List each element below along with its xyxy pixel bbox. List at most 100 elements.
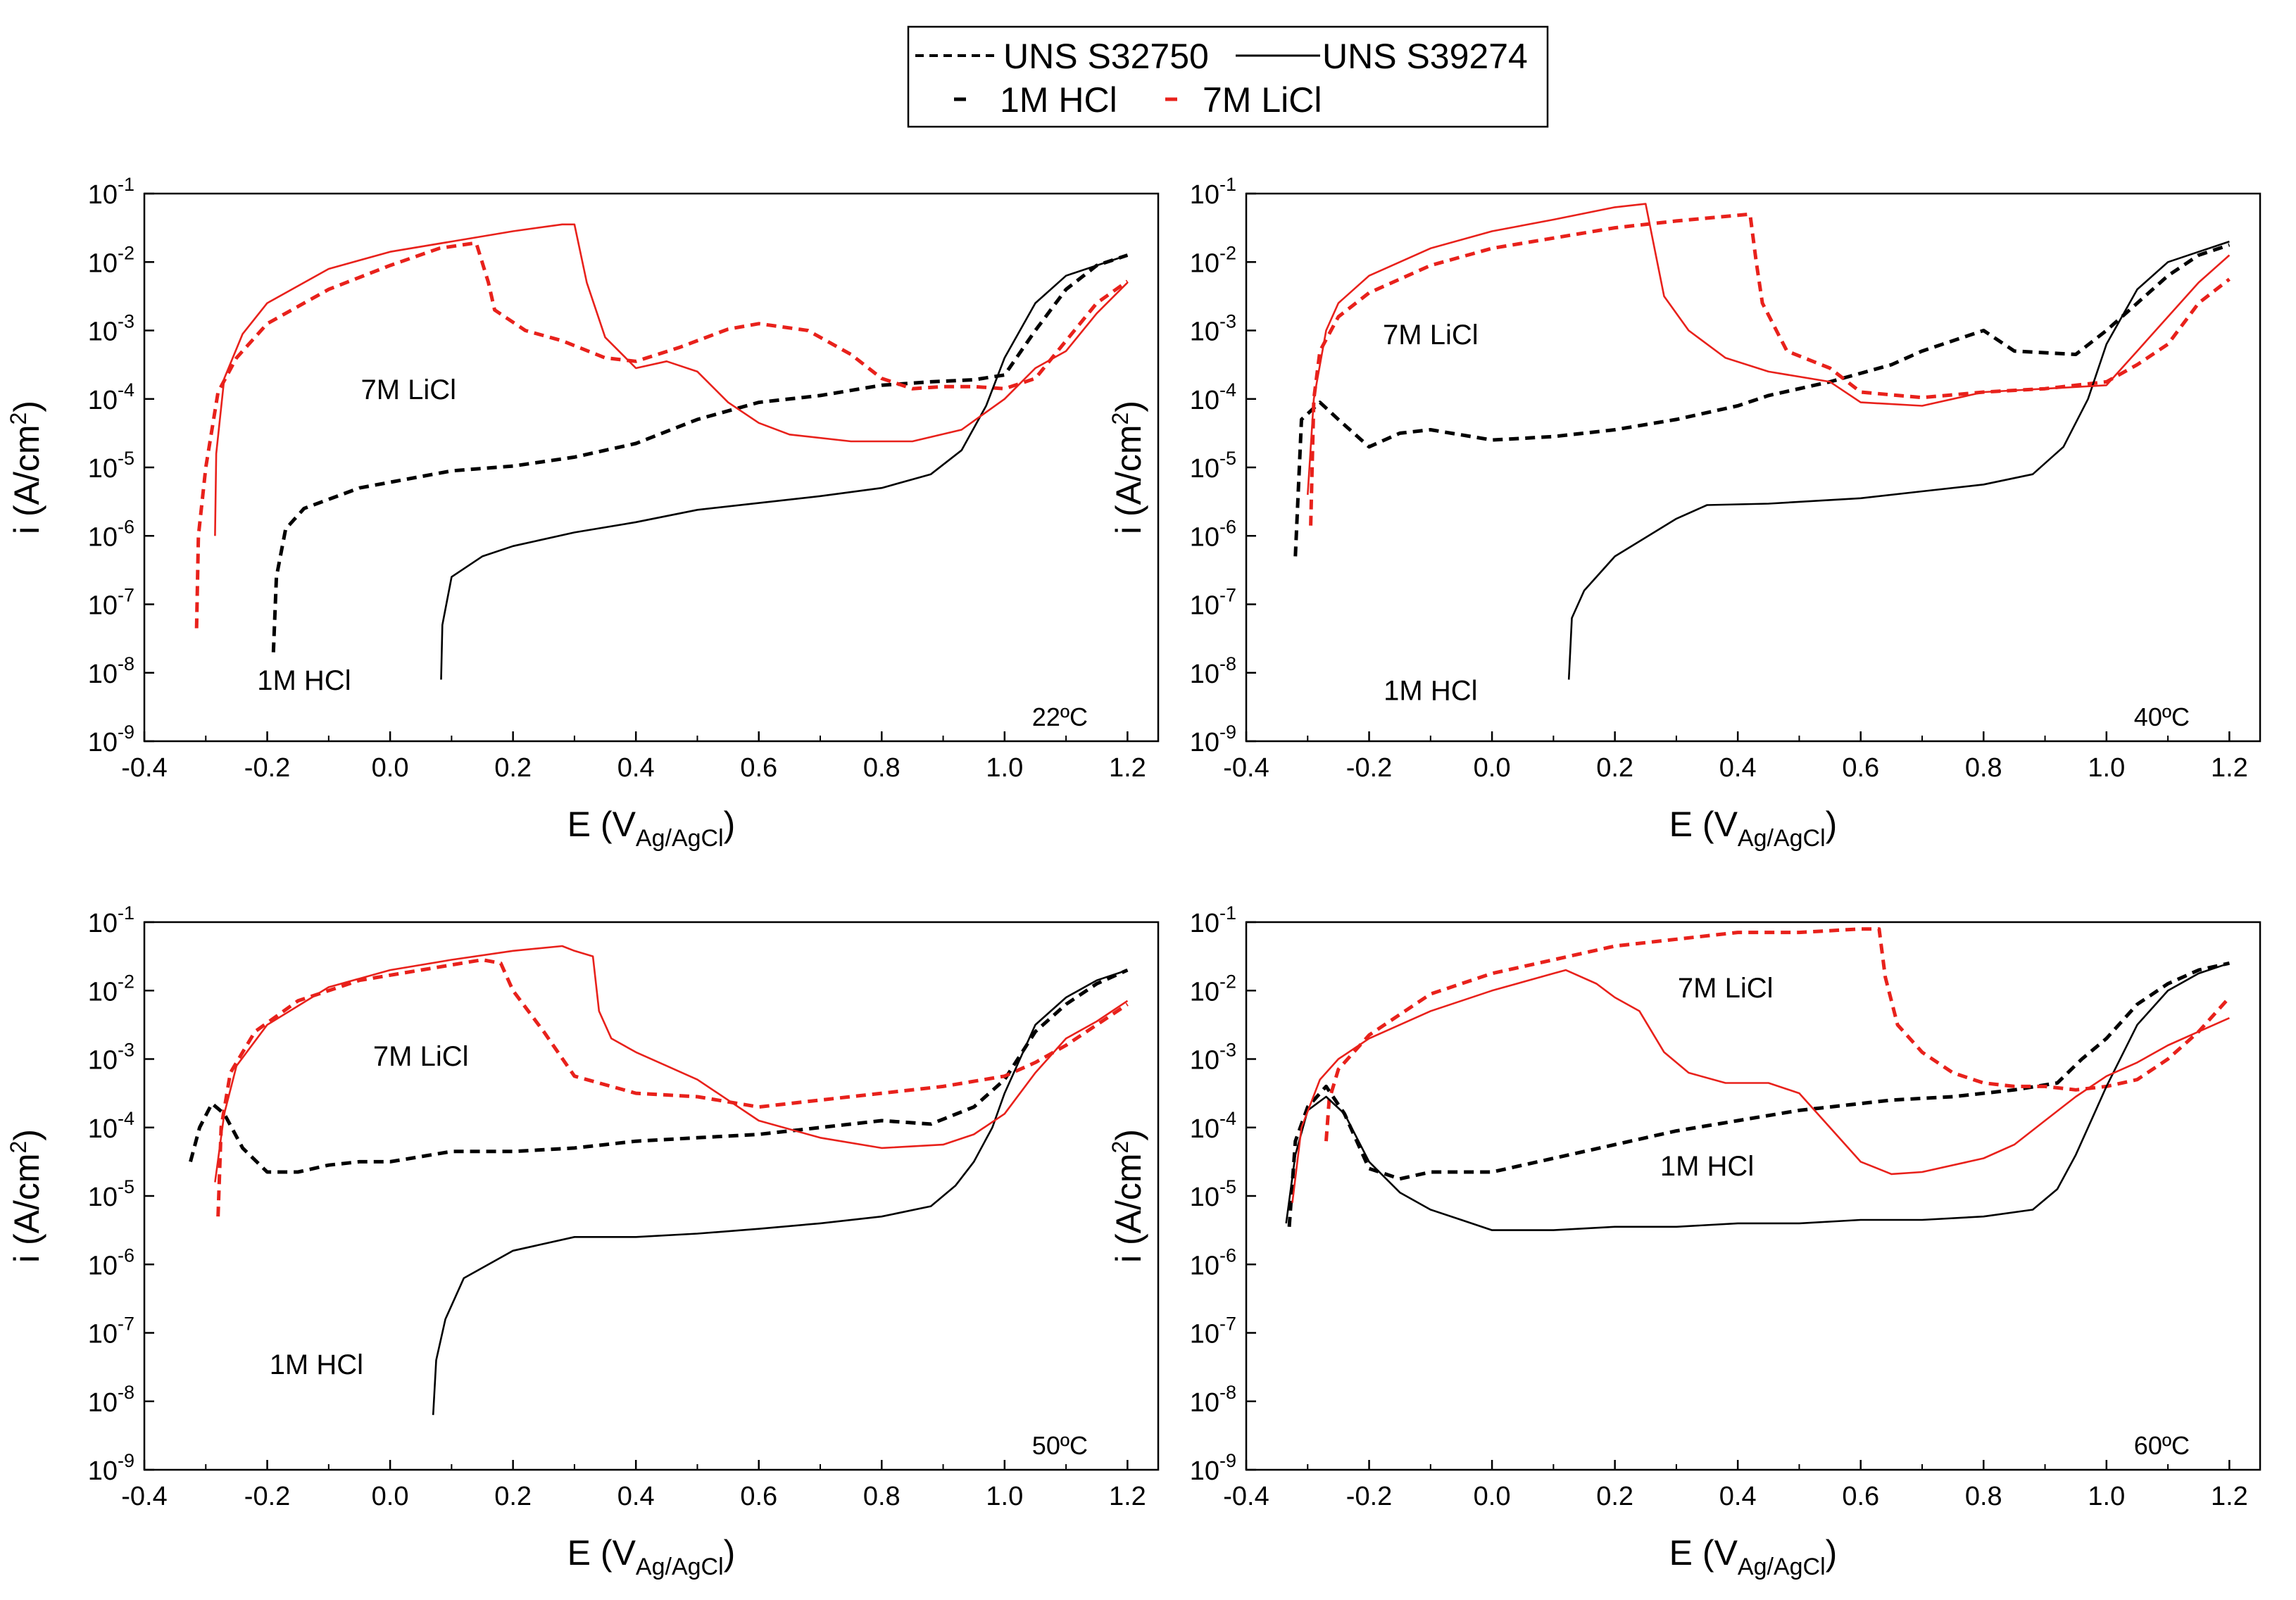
x-tick-label: -0.2 [244,1482,290,1511]
y-axis-title-main: i (A/cm [7,424,46,534]
temperature-label: 40ºC [2134,703,2190,731]
legend-frame [907,25,1549,128]
y-tick-exponent: -1 [1219,902,1236,924]
y-tick-label: 10-6 [1190,1245,1236,1280]
y-tick-exponent: -8 [1219,1382,1236,1403]
y-tick-label: 10-2 [1190,242,1236,278]
y-tick-base: 10 [1190,728,1219,757]
x-tick-label: 0.0 [1474,1482,1511,1511]
y-tick-base: 10 [88,660,118,689]
y-tick-base: 10 [1190,454,1219,484]
y-tick-exponent: -2 [118,971,134,992]
y-tick-base: 10 [1190,977,1219,1007]
series-s32750-licl [1309,212,2231,526]
y-tick-exponent: -2 [1219,242,1236,263]
y-tick-exponent: -4 [118,379,134,401]
y-tick-exponent: -7 [1219,1314,1236,1335]
y-tick-label: 10-6 [88,1245,134,1280]
y-tick-label: 10-3 [1190,1040,1236,1076]
legend-alloy-1: UNS S32750 [1003,37,1209,76]
y-tick-exponent: -3 [1219,311,1236,332]
y-tick-base: 10 [88,454,118,484]
y-tick-label: 10-6 [88,516,134,552]
legend: UNS S32750 UNS S39274 1M HCl 7M LiCl [907,25,1549,128]
y-tick-base: 10 [1190,1114,1219,1144]
y-tick-label: 10-8 [88,1382,134,1418]
y-tick-base: 10 [1190,180,1219,210]
y-tick-label: 10-5 [88,448,134,484]
y-tick-base: 10 [88,317,118,347]
series-s32750-hcl [271,253,1129,653]
annotation-label: 7M LiCl [373,1041,469,1072]
annotation-label: 7M LiCl [360,374,456,405]
x-tick-label: 0.2 [1596,753,1633,783]
y-tick-exponent: -9 [118,722,134,743]
x-tick-label: -0.4 [121,753,167,783]
y-tick-base: 10 [1190,1183,1219,1212]
legend-medium-2: 7M LiCl [1203,80,1322,120]
y-tick-label: 10-2 [88,971,134,1007]
y-tick-base: 10 [88,909,118,938]
y-tick-label: 10-1 [88,902,134,938]
y-tick-label: 10-3 [88,311,134,347]
x-tick-label: 0.8 [863,753,901,783]
y-tick-exponent: -1 [118,902,134,924]
y-tick-label: 10-5 [1190,1176,1236,1212]
y-axis-title-main: i (A/cm [7,1153,46,1263]
legend-alloy-2: UNS S39274 [1322,37,1528,76]
y-tick-label: 10-7 [1190,585,1236,621]
x-axis-title-main: E (V [1669,805,1738,844]
panel-60c: -0.4 -0.2 0.0 0.2 0.4 0.6 0.8 1.0 1.210-110-210-… [1108,902,2262,1580]
y-tick-exponent: -3 [1219,1040,1236,1061]
y-axis-title: i (A/cm2) [1108,401,1148,534]
x-tick-label: 0.6 [1842,753,1879,783]
series-s32750-licl [194,241,1129,629]
y-tick-exponent: -6 [118,1245,134,1266]
y-tick-base: 10 [1190,591,1219,621]
y-tick-label: 10-1 [1190,174,1236,210]
y-axis-title-end: ) [1109,1129,1148,1141]
y-tick-label: 10-8 [1190,1382,1236,1418]
annotation-label: 1M HCl [1384,676,1477,707]
y-tick-base: 10 [88,522,118,552]
y-tick-base: 10 [88,1320,118,1349]
y-tick-base: 10 [88,180,118,210]
y-tick-exponent: -4 [1219,379,1236,401]
x-axis-title: E (VAg/AgCl) [1669,805,1838,852]
x-tick-label: 0.0 [372,753,409,783]
x-axis-title: E (VAg/AgCl) [1669,1533,1838,1580]
x-tick-label: 1.2 [1109,1482,1146,1511]
y-tick-base: 10 [1190,660,1219,689]
y-tick-label: 10-1 [88,174,134,210]
y-tick-exponent: -6 [1219,1245,1236,1266]
y-tick-exponent: -8 [118,653,134,674]
y-axis-title-superscript: 2 [6,1141,31,1154]
x-axis-title-main: E (V [567,805,636,844]
y-tick-label: 10-7 [1190,1314,1236,1349]
annotation-label: 7M LiCl [1678,973,1774,1004]
plot-frame [143,192,1160,743]
y-tick-exponent: -2 [118,242,134,263]
y-tick-exponent: -9 [1219,1450,1236,1471]
y-axis-title-superscript: 2 [1108,1141,1133,1154]
x-tick-label: 1.2 [1109,753,1146,783]
y-tick-exponent: -7 [118,1314,134,1335]
y-tick-exponent: -7 [118,585,134,606]
y-tick-base: 10 [88,1388,118,1418]
y-tick-base: 10 [1190,317,1219,347]
panel-50c: -0.4 -0.2 0.0 0.2 0.4 0.6 0.8 1.0 1.210-110-210-… [6,902,1160,1580]
legend-medium-1: 1M HCl [1000,80,1117,120]
x-tick-label: 0.8 [1965,753,2002,783]
y-tick-exponent: -8 [1219,653,1236,674]
x-tick-label: -0.2 [244,753,290,783]
y-tick-base: 10 [88,1046,118,1076]
y-tick-base: 10 [88,728,118,757]
x-tick-label: 0.6 [1842,1482,1879,1511]
y-axis-title-end: ) [1109,401,1148,412]
y-tick-exponent: -4 [118,1108,134,1129]
y-tick-label: 10-4 [1190,379,1236,415]
y-tick-base: 10 [1190,1320,1219,1349]
annotation-label: 7M LiCl [1383,320,1479,351]
x-tick-label: 1.0 [2088,1482,2125,1511]
